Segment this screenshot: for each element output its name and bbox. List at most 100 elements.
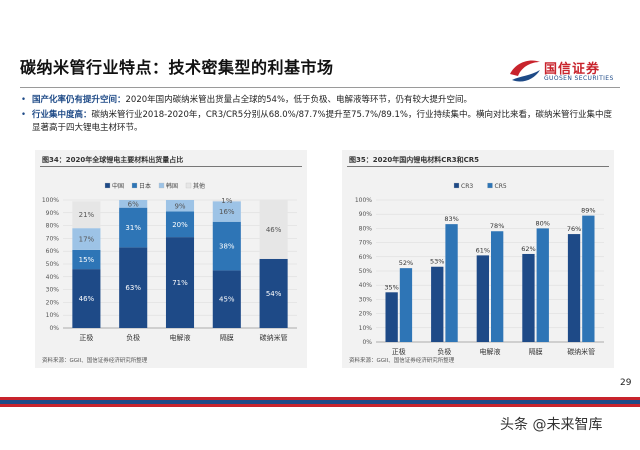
y-tick-label: 10%	[46, 312, 60, 319]
legend-label: 韩国	[166, 182, 178, 190]
logo-mark-icon	[510, 60, 540, 82]
bar-segment	[72, 269, 101, 328]
bullet-lead: 行业集中度高：	[32, 110, 92, 120]
bar	[536, 228, 549, 342]
y-tick-label: 60%	[359, 254, 373, 261]
legend-swatch	[453, 182, 460, 189]
y-tick-label: 80%	[46, 223, 60, 230]
bar-segment	[212, 200, 241, 202]
chart-title-divider	[347, 166, 609, 167]
y-tick-label: 100%	[355, 197, 372, 204]
legend-swatch	[104, 182, 111, 189]
y-tick-label: 0%	[49, 325, 59, 332]
bullet-lead: 国产化率仍有提升空间：	[32, 95, 126, 105]
data-label: 61%	[476, 246, 490, 254]
chart-title-divider	[40, 166, 302, 167]
data-label: 16%	[219, 208, 235, 216]
data-label: 38%	[219, 243, 235, 251]
bar-segment	[212, 201, 241, 222]
bar-segment	[119, 247, 148, 328]
data-label: 83%	[444, 215, 458, 223]
data-label: 63%	[125, 284, 141, 292]
data-label: 1%	[221, 197, 232, 205]
data-label: 31%	[125, 224, 141, 232]
y-tick-label: 60%	[46, 248, 60, 255]
y-tick-label: 70%	[46, 235, 60, 242]
bar	[445, 224, 458, 342]
data-label: 9%	[174, 202, 185, 210]
y-tick-label: 90%	[46, 210, 60, 217]
data-label: 35%	[384, 283, 398, 291]
bullet-dot-icon: •	[21, 110, 27, 120]
y-tick-label: 40%	[46, 274, 60, 281]
x-tick-label: 电解液	[170, 333, 191, 342]
data-label: 53%	[430, 258, 444, 266]
chart-source: 资料来源：GGII、国信证券经济研究所整理	[42, 358, 148, 364]
stacked-bar-chart: 0% 10% 20% 30% 40% 50% 60% 70% 80% 90% 100% 中国 日本 韩国 其…	[42, 182, 297, 342]
chart-title: 图35：2020年国内锂电材料CR3和CR5	[349, 156, 480, 164]
x-tick-label: 电解液	[480, 347, 501, 356]
bar-segment	[259, 200, 288, 259]
bullet-item: • 行业集中度高：碳纳米管行业2018-2020年，CR3/CR5分别从68.0…	[20, 109, 620, 135]
x-tick-label: 负极	[126, 333, 140, 342]
y-tick-label: 20%	[359, 311, 373, 318]
legend-label: CR5	[495, 183, 507, 190]
x-tick-label: 正极	[79, 333, 93, 342]
bar-segment	[72, 228, 101, 250]
bar-segment	[259, 258, 288, 328]
y-tick-label: 50%	[359, 268, 373, 275]
y-tick-label: 100%	[42, 197, 59, 204]
bar	[399, 268, 413, 342]
bar-segment	[119, 200, 148, 208]
x-tick-label: 负极	[437, 347, 451, 356]
grouped-bar-chart: 0% 10% 20% 30% 40% 50% 60% 70% 80% 90% 100% CR3 CR5 3…	[355, 182, 604, 356]
title-divider	[20, 87, 620, 88]
footer-band	[0, 397, 640, 407]
logo-text: 国信证券	[544, 62, 601, 77]
legend-swatch	[487, 182, 493, 189]
data-label: 17%	[79, 236, 95, 244]
x-tick-label: 碳纳米管	[567, 347, 595, 356]
y-tick-label: 70%	[359, 240, 373, 247]
data-label: 76%	[567, 225, 581, 233]
data-label: 71%	[172, 279, 188, 287]
watermark: 头条 @未来智库	[500, 417, 603, 433]
legend-swatch	[185, 182, 192, 189]
bar-segment	[119, 207, 148, 248]
bar	[491, 231, 504, 342]
legend-label: 其他	[193, 182, 205, 190]
brand-logo: 国信证券 GUOSEN SECURITIES	[508, 56, 618, 88]
chart-title: 图34：2020年全球锂电主要材料出货量占比	[42, 156, 184, 164]
x-tick-label: 碳纳米管	[260, 333, 288, 342]
data-label: 62%	[521, 245, 535, 253]
chart-panel-share: 图34：2020年全球锂电主要材料出货量占比 0% 10% 20% 30% 40% 50%…	[35, 150, 307, 368]
x-tick-label: 隔膜	[529, 347, 543, 356]
y-tick-label: 50%	[46, 261, 60, 268]
bar	[582, 215, 595, 342]
data-label: 89%	[581, 207, 595, 215]
y-tick-label: 0%	[362, 339, 372, 346]
data-label: 54%	[266, 290, 282, 298]
bar-segment	[165, 237, 195, 328]
data-label: 6%	[128, 200, 139, 208]
data-label: 46%	[79, 295, 95, 303]
summary-bullets: • 国产化率仍有提升空间：2020年国内碳纳米管出货量占全球的54%，低于负极、…	[20, 94, 620, 137]
bar-segment	[72, 249, 101, 270]
logo-english: GUOSEN SECURITIES	[544, 75, 614, 82]
y-tick-label: 30%	[46, 287, 60, 294]
bar	[431, 266, 444, 342]
chart-source: 资料来源：GGII、国信证券经济研究所整理	[349, 358, 455, 364]
bar-segment	[165, 211, 195, 238]
bullet-text: 2020年国内碳纳米管出货量占全球的54%，低于负极、电解液等环节，仍有较大提升…	[125, 95, 473, 105]
y-tick-label: 40%	[359, 282, 373, 289]
bar-segment	[72, 201, 101, 229]
y-tick-label: 10%	[359, 325, 373, 332]
bullet-item: • 国产化率仍有提升空间：2020年国内碳纳米管出货量占全球的54%，低于负极、…	[20, 94, 620, 107]
data-label: 80%	[536, 219, 550, 227]
data-label: 46%	[266, 226, 282, 234]
bullet-dot-icon: •	[21, 95, 27, 105]
data-label: 52%	[399, 259, 413, 267]
y-tick-label: 90%	[359, 211, 373, 218]
bar	[522, 253, 535, 342]
bar-segment	[212, 270, 241, 328]
